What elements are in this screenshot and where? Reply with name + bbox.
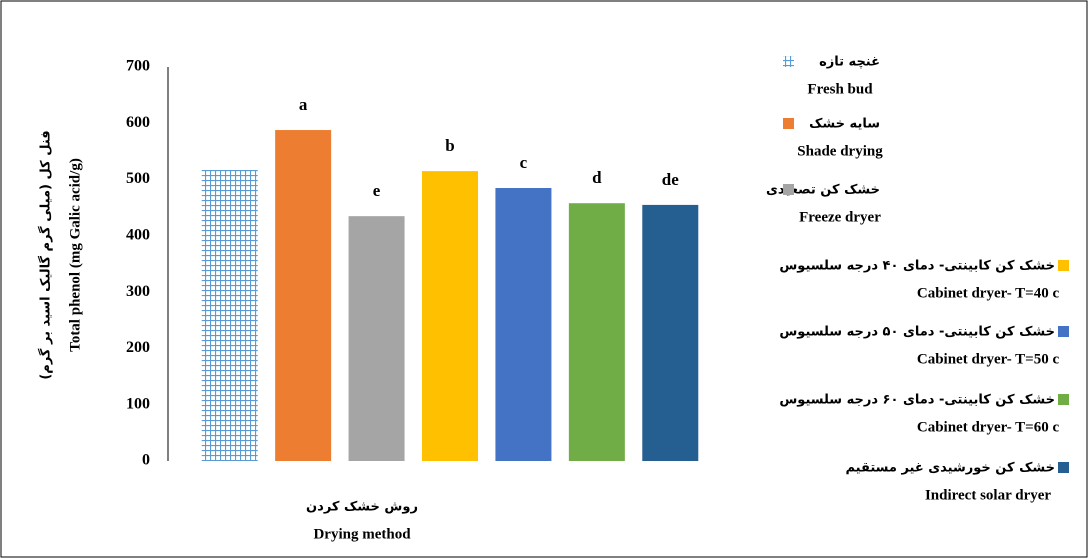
legend-swatch — [1058, 394, 1069, 405]
legend-swatch — [783, 118, 794, 129]
legend-label-fa: غنچه تازه — [819, 55, 880, 70]
legend-label-fa: خشک کن کابینتی- دمای ۶۰ درجه سلسیوس — [779, 393, 1055, 408]
legend-swatch — [1058, 260, 1069, 271]
legend-label: Fresh bud — [807, 81, 873, 97]
legend-swatch — [783, 56, 794, 67]
bar — [568, 203, 625, 461]
legend-label: Cabinet dryer- T=40 c — [917, 285, 1060, 301]
y-tick-label: 200 — [126, 339, 150, 356]
y-title: Total phenol (mg Galic acid/g) — [67, 158, 83, 352]
bar — [422, 171, 478, 461]
legend-label-fa: خشک کن کابینتی- دمای ۵۰ درجه سلسیوس — [779, 325, 1055, 340]
y-tick-label: 400 — [126, 227, 150, 244]
significance-letter: c — [520, 153, 528, 172]
y-tick-label: 700 — [126, 58, 150, 75]
x-title-fa: روش خشک کردن — [306, 500, 418, 515]
significance-letter: a — [299, 95, 308, 114]
y-title-fa: فنل کل (میلی گرم گالیک اسید بر گرم) — [38, 130, 54, 379]
bar — [275, 130, 332, 462]
legend-swatch — [783, 184, 794, 195]
legend-label-fa: خشک کن خورشیدی غیر مستقیم — [845, 461, 1055, 476]
legend-swatch — [1058, 462, 1069, 473]
bar — [201, 170, 258, 461]
y-tick-label: 0 — [142, 452, 150, 469]
y-tick-label: 300 — [126, 283, 150, 300]
legend-label-fa: خشک کن کابینتی- دمای ۴۰ درجه سلسیوس — [779, 259, 1055, 274]
legend-label: Cabinet dryer- T=60 c — [917, 419, 1060, 435]
bar — [495, 188, 552, 461]
legend-label: Shade drying — [797, 143, 883, 159]
bar — [642, 204, 699, 461]
legend-label: Freeze dryer — [799, 209, 881, 225]
y-tick-label: 100 — [126, 395, 150, 412]
significance-letter: b — [445, 136, 454, 155]
legend-label-fa: خشک کن تصعیدی — [766, 183, 880, 198]
y-tick-label: 500 — [126, 170, 150, 187]
legend-label: Cabinet dryer- T=50 c — [917, 351, 1060, 367]
significance-letter: e — [373, 181, 381, 200]
legend-swatch — [1058, 326, 1069, 337]
significance-letter: d — [592, 168, 602, 187]
legend-label-fa: سایه خشک — [809, 117, 880, 132]
bar — [348, 216, 405, 461]
x-title: Drying method — [313, 526, 411, 542]
significance-letter: de — [662, 170, 679, 189]
y-tick-label: 600 — [126, 114, 150, 131]
legend-label: Indirect solar dryer — [925, 487, 1051, 503]
